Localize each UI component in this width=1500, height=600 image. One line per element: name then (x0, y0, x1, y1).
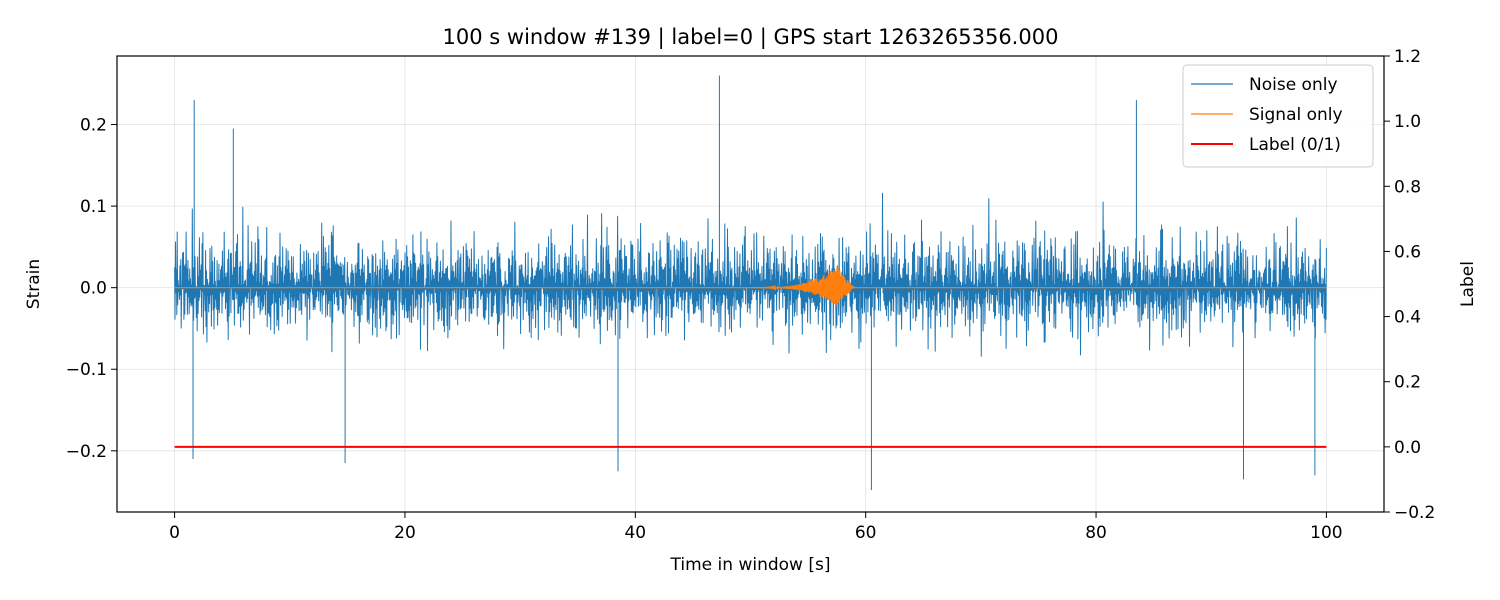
y2-tick-label: 1.2 (1394, 47, 1421, 67)
y-axis: −0.2 −0.1 0.0 0.1 0.2 (66, 116, 117, 462)
y2-tick-label: 0.8 (1394, 177, 1421, 197)
x-tick-label: 100 (1310, 523, 1342, 543)
x-tick-label: 80 (1085, 523, 1107, 543)
y-tick-label: 0.0 (80, 279, 107, 299)
y2-tick-label: −0.2 (1394, 503, 1435, 523)
y-tick-label: −0.1 (66, 360, 107, 380)
y2-tick-label: 0.6 (1394, 242, 1421, 262)
x-tick-label: 0 (169, 523, 180, 543)
y2-tick-label: 0.4 (1394, 308, 1421, 328)
legend-label: Noise only (1249, 75, 1338, 95)
x-tick-label: 60 (855, 523, 877, 543)
y-tick-label: −0.2 (66, 442, 107, 462)
y2-tick-label: 0.0 (1394, 438, 1421, 458)
plot-frame (116, 55, 1385, 513)
y-axis-label: Strain (24, 259, 44, 309)
chart-title: 100 s window #139 | label=0 | GPS start … (443, 25, 1059, 50)
noise-series (174, 75, 1327, 490)
legend-label: Signal only (1249, 105, 1343, 125)
x-axis-label: Time in window [s] (670, 555, 831, 575)
y2-tick-label: 1.0 (1394, 112, 1421, 132)
y-tick-label: 0.1 (80, 197, 107, 217)
x-tick-label: 40 (624, 523, 646, 543)
signal-series (174, 266, 1327, 306)
y2-axis-label: Label (1458, 261, 1478, 307)
noise-line (174, 75, 1327, 490)
legend: Noise only Signal only Label (0/1) (1182, 64, 1374, 168)
x-axis: 0 20 40 60 80 100 (169, 512, 1343, 543)
y2-tick-label: 0.2 (1394, 373, 1421, 393)
y2-axis: −0.2 0.0 0.2 0.4 0.6 0.8 1.0 1.2 (1384, 47, 1435, 523)
signal-burst (750, 266, 855, 306)
legend-label: Label (0/1) (1249, 135, 1341, 155)
legend-box (1182, 64, 1374, 168)
x-tick-label: 20 (394, 523, 416, 543)
y-tick-label: 0.2 (80, 116, 107, 136)
